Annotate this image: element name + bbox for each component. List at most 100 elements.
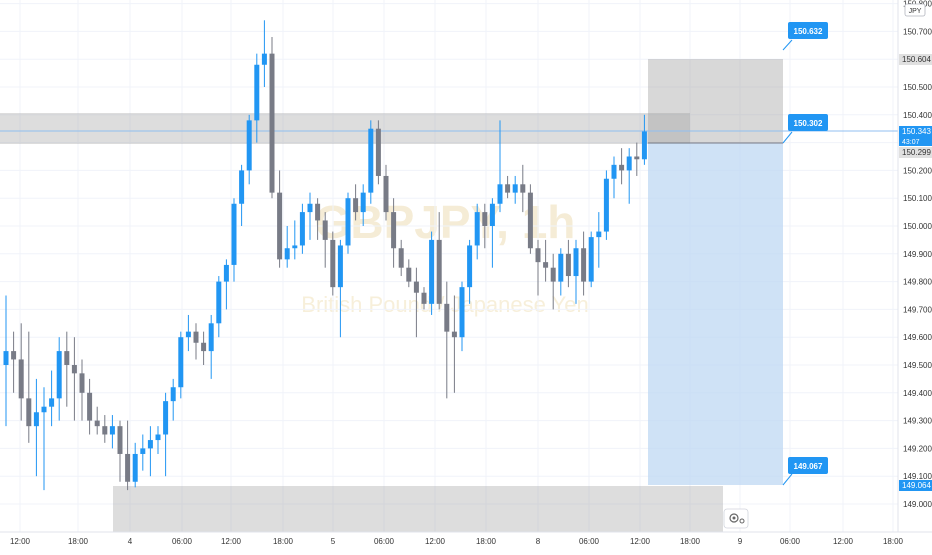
candle-body: [193, 331, 199, 343]
candle-body: [284, 248, 290, 260]
last-price-badge: 150.343 43:07: [899, 126, 932, 146]
candle-body: [429, 239, 435, 304]
candle-body: [87, 392, 93, 421]
candle-body: [33, 412, 39, 427]
candle-body: [360, 192, 366, 213]
marker-604: 150.604: [899, 54, 932, 65]
candle-body: [109, 426, 115, 435]
candle-body: [322, 220, 328, 240]
candle-body: [18, 359, 24, 399]
candle-body: [398, 248, 404, 268]
candle-body: [125, 453, 131, 482]
candle-body: [345, 198, 351, 246]
price-axis-label: 149.100: [903, 472, 932, 481]
candle-body: [140, 448, 146, 454]
stop-loss-zone[interactable]: [648, 59, 783, 143]
candle-body: [413, 281, 419, 293]
candle-body: [185, 331, 191, 338]
time-axis-label: 06:00: [780, 537, 801, 546]
candle-body: [79, 373, 85, 393]
candle-body: [436, 239, 442, 304]
candle-body: [231, 203, 237, 265]
time-axis-label: 06:00: [579, 537, 600, 546]
candle-body: [170, 387, 176, 402]
candle-body: [505, 184, 511, 193]
middle-price-tag[interactable]: 150.302: [788, 114, 828, 131]
candle-body: [64, 351, 70, 365]
svg-text:43:07: 43:07: [902, 139, 920, 146]
candle-body: [330, 239, 336, 288]
candle-body: [56, 351, 62, 399]
time-axis-label: 12:00: [833, 537, 854, 546]
upper-price-tag[interactable]: 150.632: [788, 22, 828, 39]
candle-body: [315, 203, 321, 221]
price-axis-label: 150.100: [903, 194, 932, 203]
candle-body: [307, 203, 313, 213]
candle-body: [535, 248, 541, 263]
candle-body: [603, 178, 609, 232]
candle-body: [208, 323, 214, 352]
lower-tag-pointer: [782, 473, 793, 486]
candle-body: [368, 128, 374, 193]
candle-body: [565, 253, 571, 277]
candle-body: [406, 267, 412, 282]
candle-body: [26, 398, 32, 427]
candle-body: [155, 434, 161, 441]
candle-body: [94, 420, 100, 427]
time-axis-label: 12:00: [630, 537, 651, 546]
candles: [3, 20, 647, 491]
candle-body: [147, 440, 153, 449]
candle-body: [520, 184, 526, 193]
time-axis[interactable]: 12:00 18:00 4 06:00 12:00 18:00 5 06:00 12:00 18:…: [10, 537, 904, 546]
candle-body: [3, 351, 9, 365]
time-axis-label: 18:00: [476, 537, 497, 546]
candle-body: [451, 331, 457, 338]
candle-body: [391, 212, 397, 249]
candle-body: [573, 248, 579, 277]
price-axis-label: 150.500: [903, 83, 932, 92]
time-axis-label: 18:00: [68, 537, 89, 546]
candle-body: [102, 426, 108, 435]
time-axis-label: 8: [536, 537, 541, 546]
candle-body: [163, 401, 169, 435]
svg-text:149.064: 149.064: [902, 481, 931, 490]
time-axis-label: 4: [128, 537, 133, 546]
candle-body: [619, 164, 625, 171]
upper-tag-pointer: [782, 39, 793, 51]
candle-body: [467, 245, 473, 288]
candle-body: [497, 184, 503, 204]
svg-text:150.604: 150.604: [902, 55, 931, 64]
take-profit-zone[interactable]: [648, 143, 783, 485]
lower-price-tag[interactable]: 149.067: [788, 457, 828, 474]
svg-text:JPY: JPY: [909, 8, 922, 15]
candle-body: [269, 53, 275, 193]
settings-icon[interactable]: [723, 508, 749, 529]
candle-body: [216, 281, 222, 324]
price-axis[interactable]: 150.800150.700150.500150.400150.200150.1…: [903, 0, 932, 509]
candle-body: [641, 131, 647, 160]
candle-body: [588, 237, 594, 282]
svg-text:150.299: 150.299: [902, 148, 931, 157]
candle-body: [11, 351, 17, 360]
candle-body: [71, 365, 77, 374]
candle-body: [49, 398, 55, 407]
support-zone[interactable]: [113, 486, 723, 532]
middle-tag-label: 150.302: [794, 119, 823, 128]
candle-body: [421, 292, 427, 304]
candle-body: [489, 203, 495, 226]
candle-body: [239, 170, 245, 204]
price-axis-label: 149.700: [903, 305, 932, 314]
candle-body: [337, 245, 343, 288]
candle-body: [261, 53, 267, 65]
candle-body: [277, 192, 283, 260]
candle-body: [353, 198, 359, 213]
price-axis-label: 149.900: [903, 250, 932, 259]
time-axis-label: 12:00: [10, 537, 31, 546]
price-axis-label: 149.500: [903, 361, 932, 370]
candle-body: [634, 156, 640, 160]
resistance-zone[interactable]: [0, 113, 690, 144]
candle-body: [292, 245, 298, 249]
time-axis-label: 06:00: [172, 537, 193, 546]
